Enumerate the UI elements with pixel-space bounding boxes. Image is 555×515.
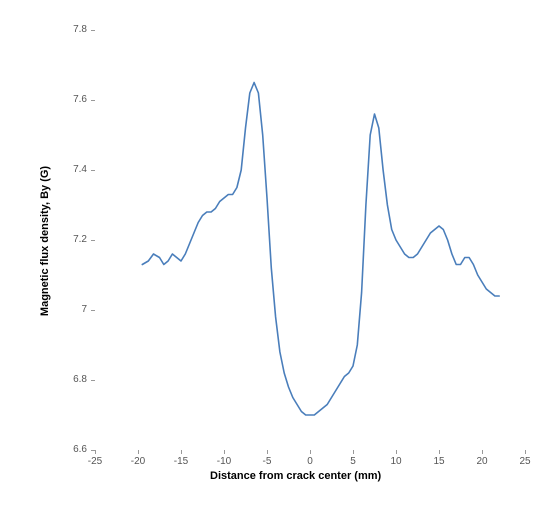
line-plot [0,0,555,515]
chart-container: Magnetic flux density, By (G) Distance f… [0,0,555,515]
data-series [142,83,499,416]
